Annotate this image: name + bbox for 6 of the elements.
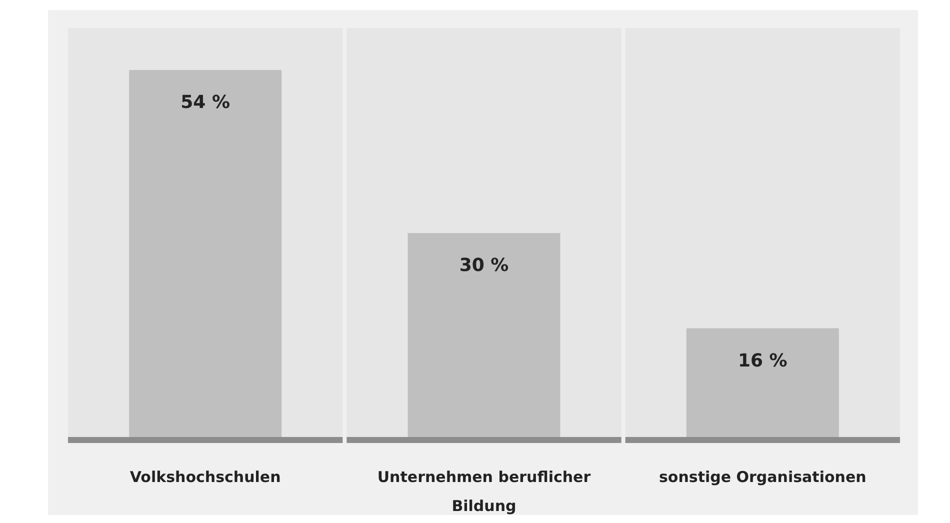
data-label: 30 % (459, 255, 509, 276)
x-tick-label: Volkshochschulen (130, 468, 281, 486)
x-tick-label: sonstige Organisationen (659, 468, 866, 486)
data-label: 16 % (738, 350, 788, 372)
data-label: 54 % (180, 92, 230, 113)
x-tick-label: Unternehmen beruflicher Bildung (377, 468, 592, 515)
